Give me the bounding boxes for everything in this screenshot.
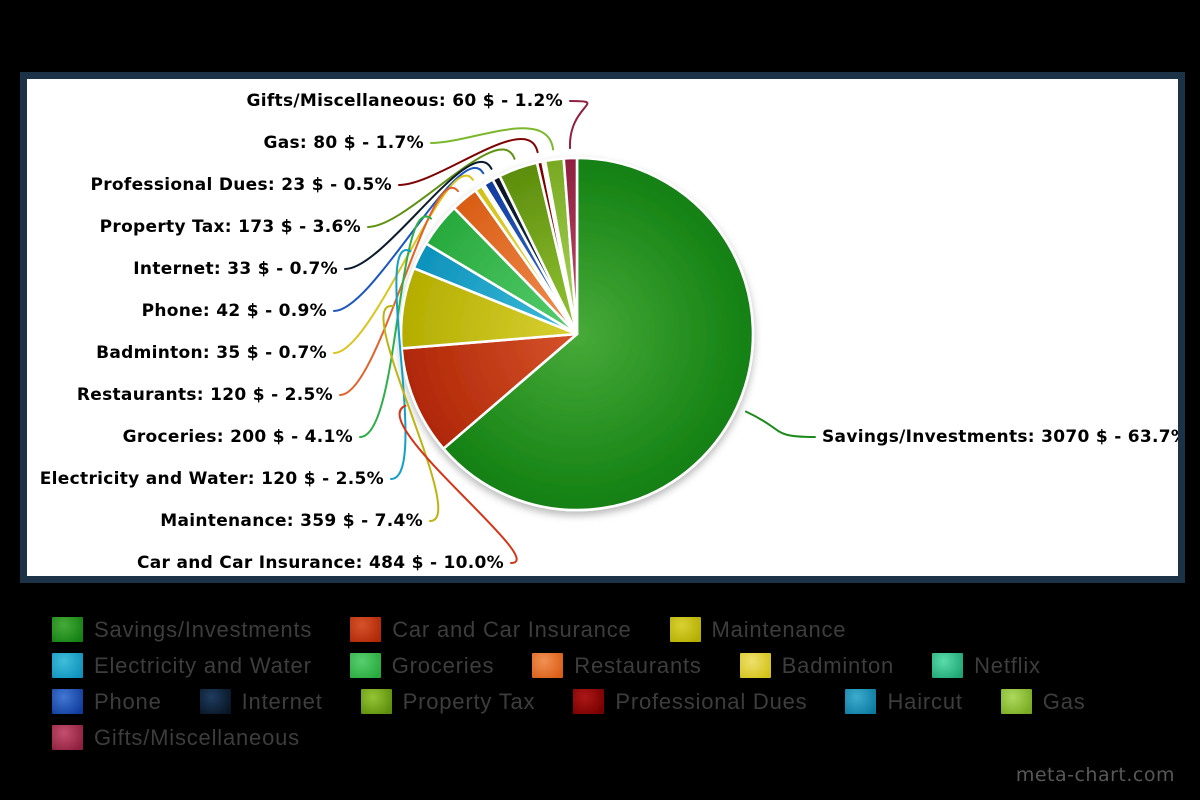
legend-item-haircut: Haircut <box>845 689 962 714</box>
callout-groceries: Groceries: 200 $ - 4.1% <box>122 427 353 447</box>
legend-label-haircut: Haircut <box>887 689 963 714</box>
callout-internet: Internet: 33 $ - 0.7% <box>133 259 338 279</box>
legend-row: Gifts/Miscellaneous <box>52 725 1086 750</box>
leader-line-electricity-and-water <box>390 249 412 480</box>
legend-item-savings-investments: Savings/Investments <box>52 617 312 642</box>
legend-swatch-gifts-miscellaneous <box>52 725 83 750</box>
legend-item-badminton: Badminton <box>739 653 895 678</box>
callout-property-tax: Property Tax: 173 $ - 3.6% <box>99 217 361 237</box>
legend-row: Phone Internet Property Tax Professional Du… <box>52 689 1086 714</box>
legend-item-property-tax: Property Tax <box>360 689 536 714</box>
legend-swatch-internet <box>199 689 231 714</box>
legend-label-gifts-miscellaneous: Gifts/Miscellaneous <box>94 725 300 750</box>
legend-item-car-and-car-insurance: Car and Car Insurance <box>350 617 631 642</box>
legend-label-restaurants: Restaurants <box>574 653 702 678</box>
legend-swatch-property-tax <box>360 689 392 714</box>
callout-maintenance: Maintenance: 359 $ - 7.4% <box>160 511 423 531</box>
legend-row: Savings/Investments Car and Car Insurance… <box>52 617 1086 642</box>
legend-swatch-electricity-and-water <box>52 653 83 678</box>
legend-label-property-tax: Property Tax <box>402 689 536 714</box>
legend-swatch-maintenance <box>669 617 701 642</box>
legend-item-gas: Gas <box>1000 689 1086 714</box>
legend-swatch-haircut <box>845 689 877 714</box>
leader-lines <box>333 100 816 564</box>
leader-line-gas <box>430 127 555 151</box>
callout-gas: Gas: 80 $ - 1.7% <box>263 133 424 153</box>
legend-swatch-groceries <box>349 653 381 678</box>
legend: Savings/Investments Car and Car Insurance… <box>52 617 1086 761</box>
pie-chart <box>333 100 816 564</box>
leader-line-car-and-car-insurance <box>398 404 518 564</box>
pie-slices <box>399 156 755 512</box>
legend-swatch-restaurants <box>532 653 564 678</box>
pie-slice-gifts-miscellaneous <box>562 156 579 336</box>
legend-label-groceries: Groceries <box>391 653 495 678</box>
legend-swatch-professional-dues <box>573 689 605 714</box>
legend-label-phone: Phone <box>94 689 162 714</box>
legend-swatch-gas <box>1000 689 1032 714</box>
leader-line-savings-investments <box>745 410 816 438</box>
leader-line-property-tax <box>367 148 516 228</box>
legend-swatch-car-and-car-insurance <box>350 617 382 642</box>
legend-label-internet: Internet <box>241 689 323 714</box>
pie-slice-savings-investments <box>442 156 755 512</box>
legend-item-professional-dues: Professional Dues <box>573 689 807 714</box>
legend-row: Electricity and Water Groceries Restaurant… <box>52 653 1086 678</box>
legend-item-netflix: Netflix <box>932 653 1041 678</box>
leader-line-internet <box>344 160 493 270</box>
chart-panel: Gifts/Miscellaneous: 60 $ - 1.2% Gas: 80 … <box>20 72 1185 583</box>
callout-badminton: Badminton: 35 $ - 0.7% <box>96 343 327 363</box>
callout-electricity-and-water: Electricity and Water: 120 $ - 2.5% <box>39 469 384 489</box>
legend-label-professional-dues: Professional Dues <box>615 689 808 714</box>
legend-label-electricity-and-water: Electricity and Water <box>94 653 312 678</box>
legend-swatch-savings-investments <box>52 617 83 642</box>
legend-label-maintenance: Maintenance <box>711 617 847 642</box>
legend-item-electricity-and-water: Electricity and Water <box>52 653 312 678</box>
legend-label-savings-investments: Savings/Investments <box>94 617 313 642</box>
legend-label-netflix: Netflix <box>974 653 1041 678</box>
legend-item-groceries: Groceries <box>349 653 495 678</box>
callout-restaurants: Restaurants: 120 $ - 2.5% <box>76 385 333 405</box>
legend-label-gas: Gas <box>1042 689 1086 714</box>
callout-savings-investments: Savings/Investments: 3070 $ - 63.7% <box>822 427 1185 447</box>
watermark: meta-chart.com <box>1015 764 1175 786</box>
legend-item-restaurants: Restaurants <box>532 653 701 678</box>
legend-swatch-phone <box>52 689 83 714</box>
callout-gifts-miscellaneous: Gifts/Miscellaneous: 60 $ - 1.2% <box>246 91 563 111</box>
leader-line-maintenance <box>382 305 440 522</box>
legend-label-badminton: Badminton <box>781 653 895 678</box>
callout-car-and-car-insurance: Car and Car Insurance: 484 $ - 10.0% <box>137 553 504 573</box>
legend-item-gifts-miscellaneous: Gifts/Miscellaneous <box>52 725 300 750</box>
callout-professional-dues: Professional Dues: 23 $ - 0.5% <box>90 175 392 195</box>
pie-slice-car-and-car-insurance <box>400 332 579 450</box>
legend-swatch-badminton <box>739 653 771 678</box>
legend-label-car-and-car-insurance: Car and Car Insurance <box>392 617 632 642</box>
legend-item-maintenance: Maintenance <box>669 617 847 642</box>
leader-line-professional-dues <box>398 138 539 186</box>
leader-line-gifts-miscellaneous <box>568 100 589 150</box>
legend-swatch-netflix <box>932 653 964 678</box>
legend-item-internet: Internet <box>199 689 323 714</box>
callout-phone: Phone: 42 $ - 0.9% <box>141 301 327 321</box>
legend-item-phone: Phone <box>52 689 162 714</box>
